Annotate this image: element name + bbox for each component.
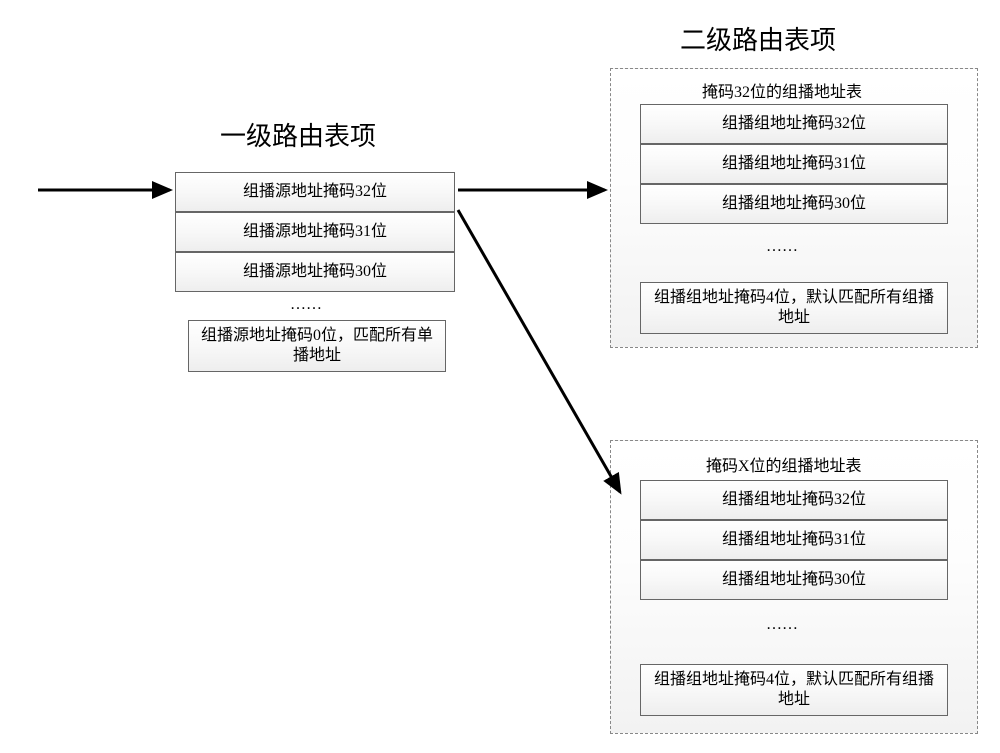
- l1-row-2: 组播源地址掩码30位: [175, 252, 455, 292]
- pb-ellipsis: ……: [766, 616, 798, 634]
- l1-last: 组播源地址掩码0位，匹配所有单播地址: [188, 320, 446, 372]
- pb-row-2: 组播组地址掩码30位: [640, 560, 948, 600]
- l1-ellipsis: ……: [290, 296, 322, 314]
- panel-b-title: 掩码X位的组播地址表: [706, 452, 862, 476]
- pa-row-2: 组播组地址掩码30位: [640, 184, 948, 224]
- pa-last: 组播组地址掩码4位，默认匹配所有组播地址: [640, 282, 948, 334]
- level2-heading: 二级路由表项: [680, 20, 836, 57]
- l1-row-0: 组播源地址掩码32位: [175, 172, 455, 212]
- pb-row-0: 组播组地址掩码32位: [640, 480, 948, 520]
- pb-last: 组播组地址掩码4位，默认匹配所有组播地址: [640, 664, 948, 716]
- pa-row-0: 组播组地址掩码32位: [640, 104, 948, 144]
- pb-row-1: 组播组地址掩码31位: [640, 520, 948, 560]
- l1-row-1: 组播源地址掩码31位: [175, 212, 455, 252]
- level1-heading: 一级路由表项: [220, 116, 376, 153]
- panel-a-title: 掩码32位的组播地址表: [702, 78, 862, 102]
- arrow-diag: [458, 210, 620, 492]
- pa-row-1: 组播组地址掩码31位: [640, 144, 948, 184]
- pa-ellipsis: ……: [766, 238, 798, 256]
